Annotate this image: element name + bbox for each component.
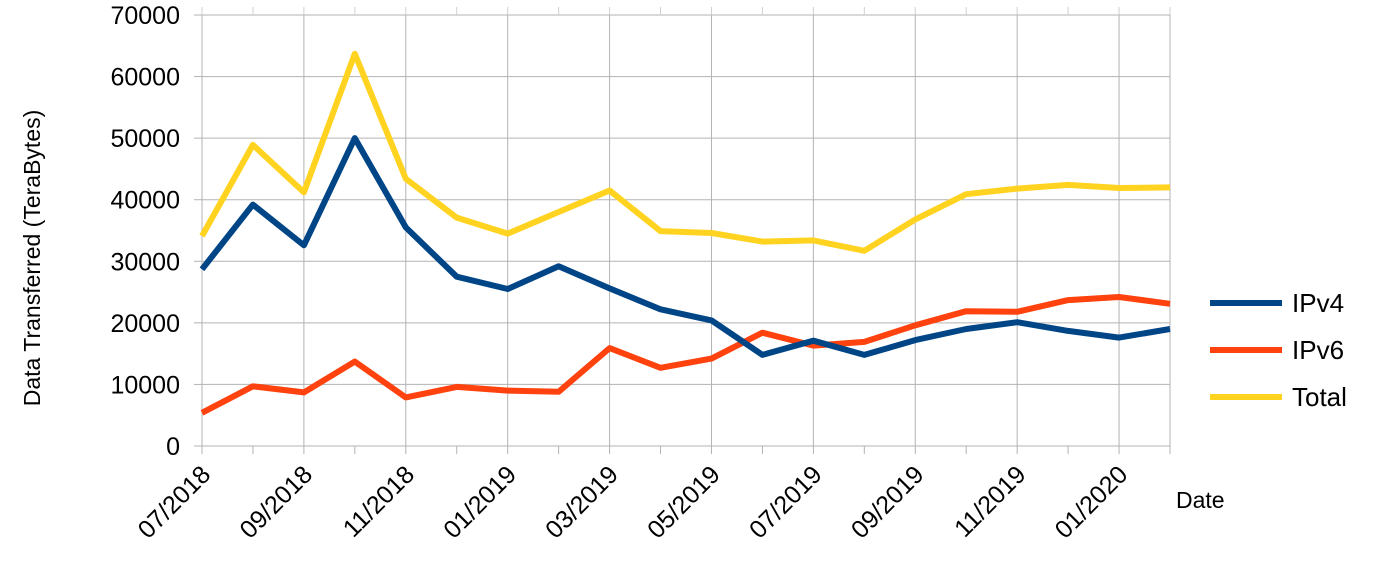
legend-item-total: Total [1210, 382, 1347, 412]
x-tick-label: 09/2018 [234, 460, 318, 544]
legend-item-ipv6: IPv6 [1210, 335, 1344, 365]
x-tick-label: 11/2019 [949, 460, 1031, 542]
x-tick-label: 07/2019 [744, 460, 828, 544]
y-tick-label: 60000 [110, 64, 180, 92]
y-tick-label: 50000 [110, 125, 180, 153]
y-tick-label: 10000 [110, 371, 180, 399]
x-tick-label: 05/2019 [642, 460, 726, 544]
x-tick-label: 01/2019 [438, 460, 522, 544]
x-tick-label: 03/2019 [540, 460, 624, 544]
y-tick-label: 0 [166, 433, 180, 461]
x-tick-label: 07/2018 [133, 460, 217, 544]
y-tick-labels: 0 10000 20000 30000 40000 50000 60000 70000 [110, 2, 180, 461]
x-tick-label: 11/2018 [338, 460, 420, 542]
legend-label: IPv6 [1292, 335, 1344, 365]
y-tick-label: 20000 [110, 310, 180, 338]
y-axis-label: Data Transferred (TeraBytes) [19, 110, 45, 407]
y-tick-label: 40000 [110, 187, 180, 215]
x-tick-label: 09/2019 [846, 460, 930, 544]
x-tick-label: 01/2020 [1050, 460, 1134, 544]
series-line-ipv6 [200, 294, 1171, 416]
y-tick-label: 70000 [110, 2, 180, 30]
series-lines [199, 50, 1171, 416]
legend-label: Total [1292, 382, 1347, 412]
legend-label: IPv4 [1292, 288, 1344, 318]
series-line-ipv4 [199, 135, 1171, 358]
y-tick-label: 30000 [110, 248, 180, 276]
legend: IPv4 IPv6 Total [1210, 288, 1347, 412]
x-axis-label: Date [1176, 487, 1225, 513]
x-tick-labels: 07/2018 09/2018 11/2018 01/2019 03/2019 05/20… [133, 460, 1134, 544]
legend-item-ipv4: IPv4 [1210, 288, 1344, 318]
series-line-total [199, 50, 1171, 254]
